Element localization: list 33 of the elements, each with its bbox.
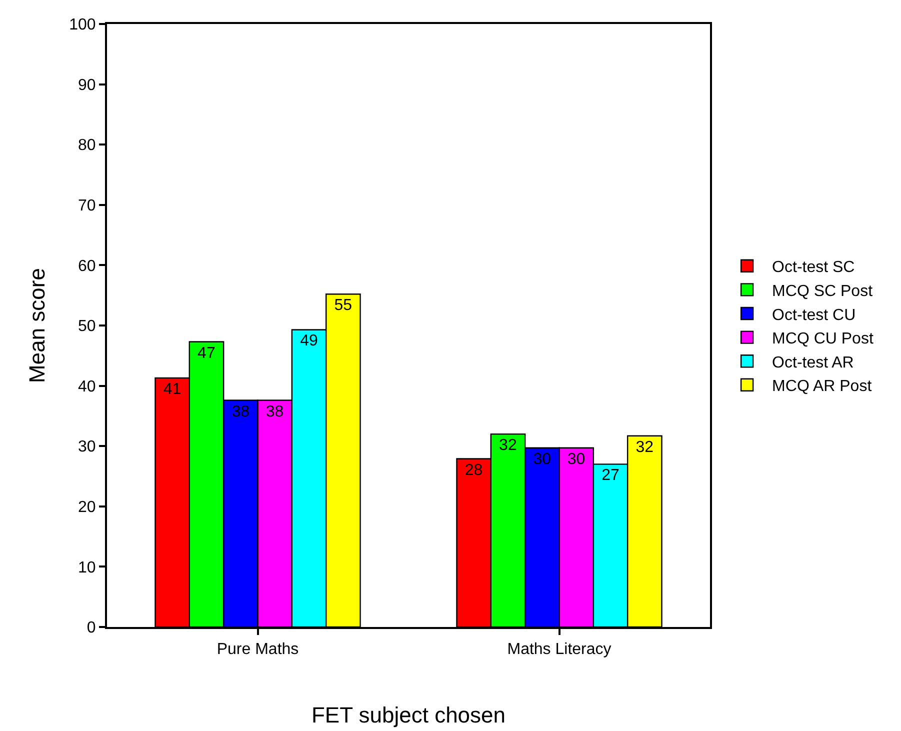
x-tick-label: Maths Literacy <box>507 641 612 658</box>
legend-label: MCQ CU Post <box>772 330 874 348</box>
y-tick-label: 0 <box>86 620 96 637</box>
y-tick-label: 20 <box>78 499 96 516</box>
data-label: 27 <box>602 467 620 484</box>
y-tick-label: 80 <box>78 137 96 154</box>
y-tick-label: 40 <box>78 378 96 396</box>
y-tick-label: 60 <box>78 258 96 275</box>
y-tick-label: 70 <box>78 198 96 214</box>
data-label: 28 <box>464 462 483 479</box>
data-label: 32 <box>636 438 654 456</box>
legend-label: Oct-test SC <box>772 259 855 276</box>
data-label: 41 <box>163 380 182 398</box>
legend-label: Oct-test AR <box>772 354 854 372</box>
y-tick-label: 50 <box>78 318 96 336</box>
data-label: 30 <box>567 450 586 468</box>
x-axis-title: FET subject chosen <box>311 702 506 728</box>
data-label: 32 <box>499 437 517 454</box>
data-label: 55 <box>334 297 352 314</box>
y-axis-title: Mean score <box>24 268 50 383</box>
legend-label: Oct-test CU <box>772 306 856 324</box>
y-tick-label: 100 <box>69 16 96 34</box>
data-label: 38 <box>266 403 284 420</box>
y-tick-label: 30 <box>78 438 96 456</box>
legend-label: MCQ SC Post <box>772 282 874 300</box>
x-tick-label: Pure Maths <box>216 641 299 658</box>
data-label: 49 <box>300 332 318 350</box>
data-label: 30 <box>533 450 552 468</box>
y-tick-label: 90 <box>78 76 96 94</box>
data-label: 47 <box>198 344 216 362</box>
y-tick-label: 10 <box>78 559 96 576</box>
legend-label: MCQ AR Post <box>772 378 872 396</box>
data-label: 38 <box>232 403 250 420</box>
